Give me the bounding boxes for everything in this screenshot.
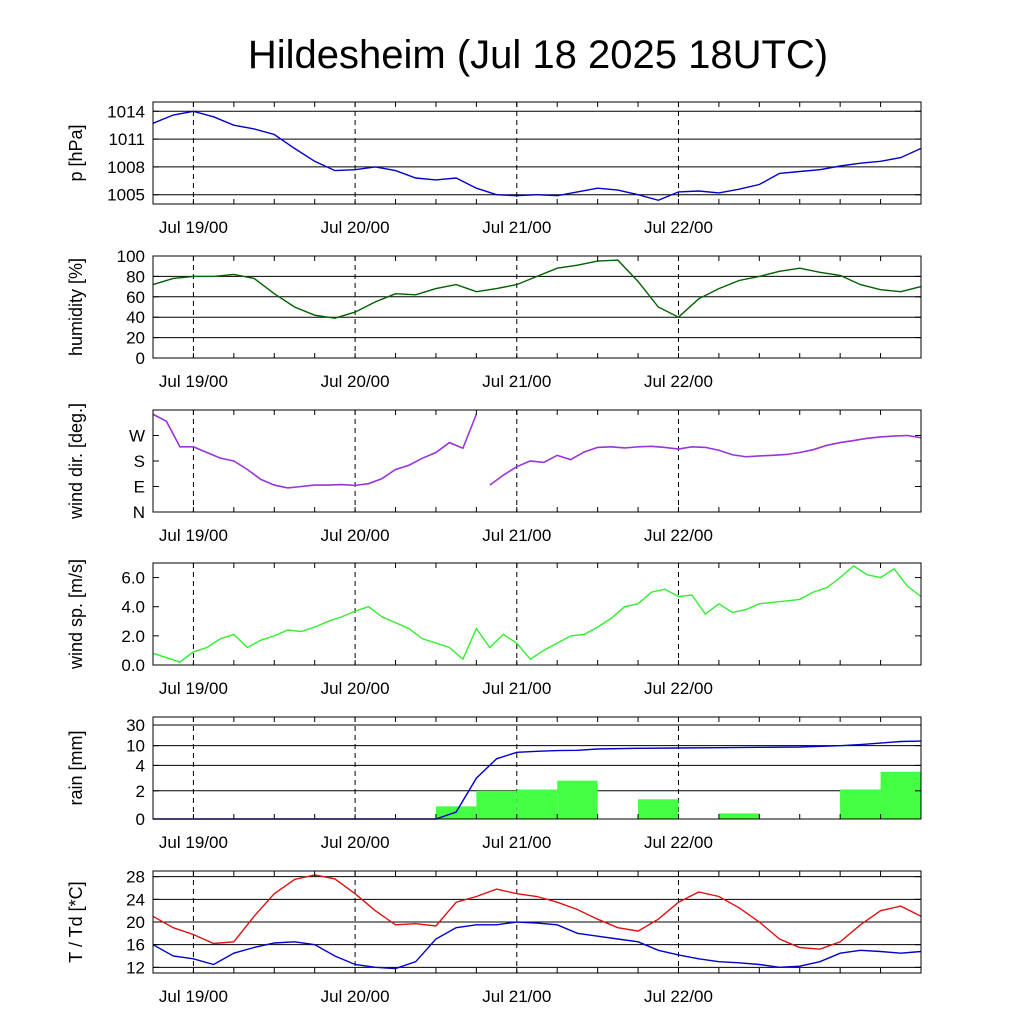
- y-tick-label: 24: [126, 890, 145, 909]
- x-tick-label: Jul 22/00: [644, 987, 713, 1006]
- y-tick-label: 1008: [107, 158, 145, 177]
- rain-bar: [880, 771, 921, 819]
- x-tick-label: Jul 22/00: [644, 526, 713, 545]
- y-tick-label: 10: [126, 737, 145, 756]
- x-tick-label: Jul 21/00: [482, 526, 551, 545]
- panel-0: 1014 1011 1008 1005 p [hPa] Jul 19/00 Jul 20/0…: [66, 101, 922, 237]
- x-tick-label: Jul 19/00: [159, 833, 228, 852]
- x-tick-label: Jul 20/00: [321, 526, 390, 545]
- x-tick-label: Jul 21/00: [482, 987, 551, 1006]
- panel-frame: [152, 562, 922, 666]
- panel-frame: [152, 716, 922, 820]
- x-tick-label: Jul 19/00: [159, 526, 228, 545]
- y-tick-label: N: [133, 503, 145, 522]
- series-line-0: [153, 740, 922, 820]
- y-tick-label: 60: [126, 288, 145, 307]
- y-tick-label: E: [134, 478, 145, 497]
- y-axis-label: T / Td [*C]: [66, 881, 86, 962]
- x-tick-label: Jul 22/00: [644, 218, 713, 237]
- y-tick-label: S: [134, 452, 145, 471]
- x-tick-label: Jul 21/00: [482, 218, 551, 237]
- y-tick-label: 40: [126, 308, 145, 327]
- x-tick-label: Jul 22/00: [644, 372, 713, 391]
- y-tick-label: 1011: [108, 130, 145, 149]
- y-tick-label: 20: [126, 913, 145, 932]
- y-tick-label: 16: [126, 936, 145, 955]
- x-tick-label: Jul 19/00: [159, 218, 228, 237]
- y-tick-label: 80: [126, 267, 145, 286]
- series-line-1: [152, 921, 922, 970]
- panel-4: 30 104 2 0 rain [mm] Jul 19/00 Jul 20/00 Jul 21…: [66, 716, 922, 852]
- panel-3: 6.0 4.0 2.0 0.0 wind sp. [m/s] Jul 19/00 Jul 2…: [66, 559, 922, 698]
- x-tick-label: Jul 19/00: [159, 372, 228, 391]
- y-axis-label: wind dir. [deg.]: [66, 403, 86, 520]
- x-tick-label: Jul 22/00: [644, 679, 713, 698]
- x-tick-label: Jul 21/00: [482, 679, 551, 698]
- y-tick-label: 12: [126, 958, 145, 977]
- y-tick-label: 28: [126, 868, 145, 887]
- series-line-0: [152, 259, 922, 319]
- x-tick-label: Jul 20/00: [321, 679, 390, 698]
- y-tick-label: 100: [117, 247, 145, 266]
- panel-5: 28 24 20 16 12 T / Td [*C] Jul 19/00 Jul 20/00 J…: [66, 868, 922, 1006]
- y-tick-label: 0.0: [121, 656, 145, 675]
- y-tick-label: 6.0: [121, 569, 145, 588]
- x-tick-label: Jul 21/00: [482, 833, 551, 852]
- y-tick-label: 0: [136, 810, 145, 829]
- panel-frame: [152, 101, 922, 205]
- series-line-0: [152, 110, 922, 202]
- x-tick-label: Jul 22/00: [644, 833, 713, 852]
- y-tick-label: 20: [126, 329, 145, 348]
- y-axis-label: rain [mm]: [66, 730, 86, 805]
- y-tick-label: 4: [136, 756, 145, 775]
- x-tick-label: Jul 20/00: [321, 987, 390, 1006]
- y-tick-label: 0: [136, 349, 145, 368]
- y-tick-label: 30: [126, 716, 145, 735]
- series-line-0: [152, 874, 922, 950]
- y-tick-label: W: [129, 427, 145, 446]
- x-tick-label: Jul 19/00: [159, 987, 228, 1006]
- y-tick-label: 4.0: [121, 598, 145, 617]
- series-line-0: [152, 565, 922, 663]
- rain-bar: [718, 813, 760, 819]
- y-axis-label: p [hPa]: [66, 124, 86, 181]
- rain-bar: [557, 780, 598, 819]
- rain-bar: [840, 789, 881, 819]
- x-tick-label: Jul 20/00: [321, 833, 390, 852]
- panel-frame: [152, 255, 922, 359]
- chart-title: Hildesheim (Jul 18 2025 18UTC): [248, 33, 828, 77]
- y-tick-label: 2: [136, 782, 145, 801]
- x-tick-label: Jul 20/00: [321, 218, 390, 237]
- rain-bar: [476, 790, 517, 819]
- y-tick-label: 1005: [107, 186, 145, 205]
- wind-dir-trace: [152, 413, 922, 489]
- x-tick-label: Jul 19/00: [159, 679, 228, 698]
- rain-bar: [638, 799, 679, 819]
- x-tick-label: Jul 20/00: [321, 372, 390, 391]
- x-tick-label: Jul 21/00: [482, 372, 551, 391]
- y-axis-label: humidity [%]: [66, 258, 86, 356]
- rain-bar: [516, 789, 558, 819]
- y-tick-label: 2.0: [121, 627, 145, 646]
- y-axis-label: wind sp. [m/s]: [66, 559, 86, 670]
- y-tick-label: 1014: [107, 102, 145, 121]
